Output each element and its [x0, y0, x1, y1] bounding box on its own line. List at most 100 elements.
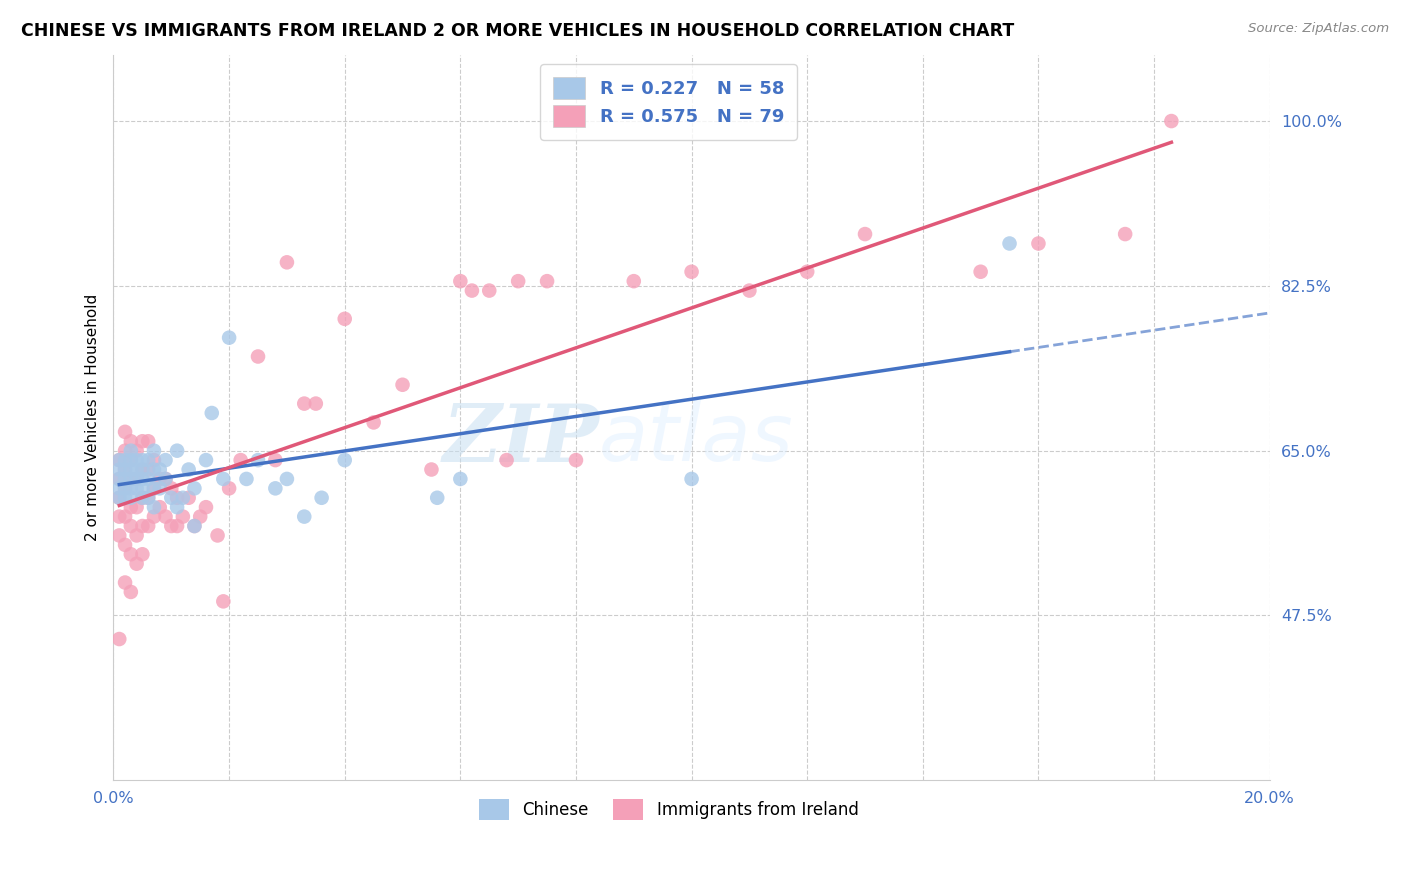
Point — [120, 453, 142, 467]
Point — [172, 509, 194, 524]
Point — [796, 265, 818, 279]
Text: Source: ZipAtlas.com: Source: ZipAtlas.com — [1249, 22, 1389, 36]
Point — [114, 481, 136, 495]
Point — [108, 472, 131, 486]
Point — [166, 491, 188, 505]
Point — [149, 500, 172, 515]
Point — [131, 472, 153, 486]
Point — [136, 453, 159, 467]
Point — [108, 632, 131, 646]
Point — [478, 284, 501, 298]
Point — [969, 265, 991, 279]
Point — [536, 274, 558, 288]
Point — [1028, 236, 1050, 251]
Point — [508, 274, 530, 288]
Point — [188, 509, 211, 524]
Point — [212, 472, 235, 486]
Point — [114, 462, 136, 476]
Point — [125, 472, 148, 486]
Point — [114, 491, 136, 505]
Point — [391, 377, 413, 392]
Point — [207, 528, 229, 542]
Point — [426, 491, 449, 505]
Point — [120, 472, 142, 486]
Point — [108, 528, 131, 542]
Point — [235, 472, 257, 486]
Point — [108, 462, 131, 476]
Point — [420, 462, 443, 476]
Point — [131, 491, 153, 505]
Point — [136, 491, 159, 505]
Point — [195, 453, 218, 467]
Point — [177, 491, 200, 505]
Point — [565, 453, 588, 467]
Point — [125, 462, 148, 476]
Point — [143, 462, 166, 476]
Point — [108, 491, 131, 505]
Point — [160, 491, 183, 505]
Point — [108, 472, 131, 486]
Point — [131, 491, 153, 505]
Point — [333, 311, 356, 326]
Point — [333, 453, 356, 467]
Point — [681, 265, 703, 279]
Point — [131, 481, 153, 495]
Point — [120, 443, 142, 458]
Point — [108, 481, 131, 495]
Point — [120, 481, 142, 495]
Point — [108, 491, 131, 505]
Point — [131, 462, 153, 476]
Point — [183, 519, 205, 533]
Point — [160, 481, 183, 495]
Point — [681, 472, 703, 486]
Point — [292, 396, 315, 410]
Point — [114, 453, 136, 467]
Point — [120, 453, 142, 467]
Point — [131, 434, 153, 449]
Point — [120, 462, 142, 476]
Point — [183, 481, 205, 495]
Point — [495, 453, 517, 467]
Point — [292, 509, 315, 524]
Point — [114, 462, 136, 476]
Point — [1160, 114, 1182, 128]
Point — [155, 472, 177, 486]
Point — [120, 500, 142, 515]
Point — [125, 481, 148, 495]
Point — [201, 406, 224, 420]
Point — [166, 500, 188, 515]
Point — [143, 443, 166, 458]
Point — [136, 434, 159, 449]
Point — [143, 481, 166, 495]
Point — [143, 481, 166, 495]
Point — [276, 472, 298, 486]
Point — [363, 416, 385, 430]
Text: ZIP: ZIP — [443, 401, 599, 478]
Point — [125, 500, 148, 515]
Point — [166, 519, 188, 533]
Point — [131, 453, 153, 467]
Point — [247, 350, 270, 364]
Point — [120, 519, 142, 533]
Point — [114, 509, 136, 524]
Point — [136, 462, 159, 476]
Text: CHINESE VS IMMIGRANTS FROM IRELAND 2 OR MORE VEHICLES IN HOUSEHOLD CORRELATION C: CHINESE VS IMMIGRANTS FROM IRELAND 2 OR … — [21, 22, 1014, 40]
Point — [120, 434, 142, 449]
Point — [149, 481, 172, 495]
Point — [114, 443, 136, 458]
Point — [136, 491, 159, 505]
Point — [125, 472, 148, 486]
Point — [143, 453, 166, 467]
Point — [155, 509, 177, 524]
Point — [120, 472, 142, 486]
Point — [125, 557, 148, 571]
Point — [125, 443, 148, 458]
Point — [247, 453, 270, 467]
Point — [177, 462, 200, 476]
Point — [120, 585, 142, 599]
Y-axis label: 2 or more Vehicles in Household: 2 or more Vehicles in Household — [86, 294, 100, 541]
Point — [114, 425, 136, 439]
Text: atlas: atlas — [599, 401, 794, 478]
Point — [311, 491, 333, 505]
Point — [449, 472, 471, 486]
